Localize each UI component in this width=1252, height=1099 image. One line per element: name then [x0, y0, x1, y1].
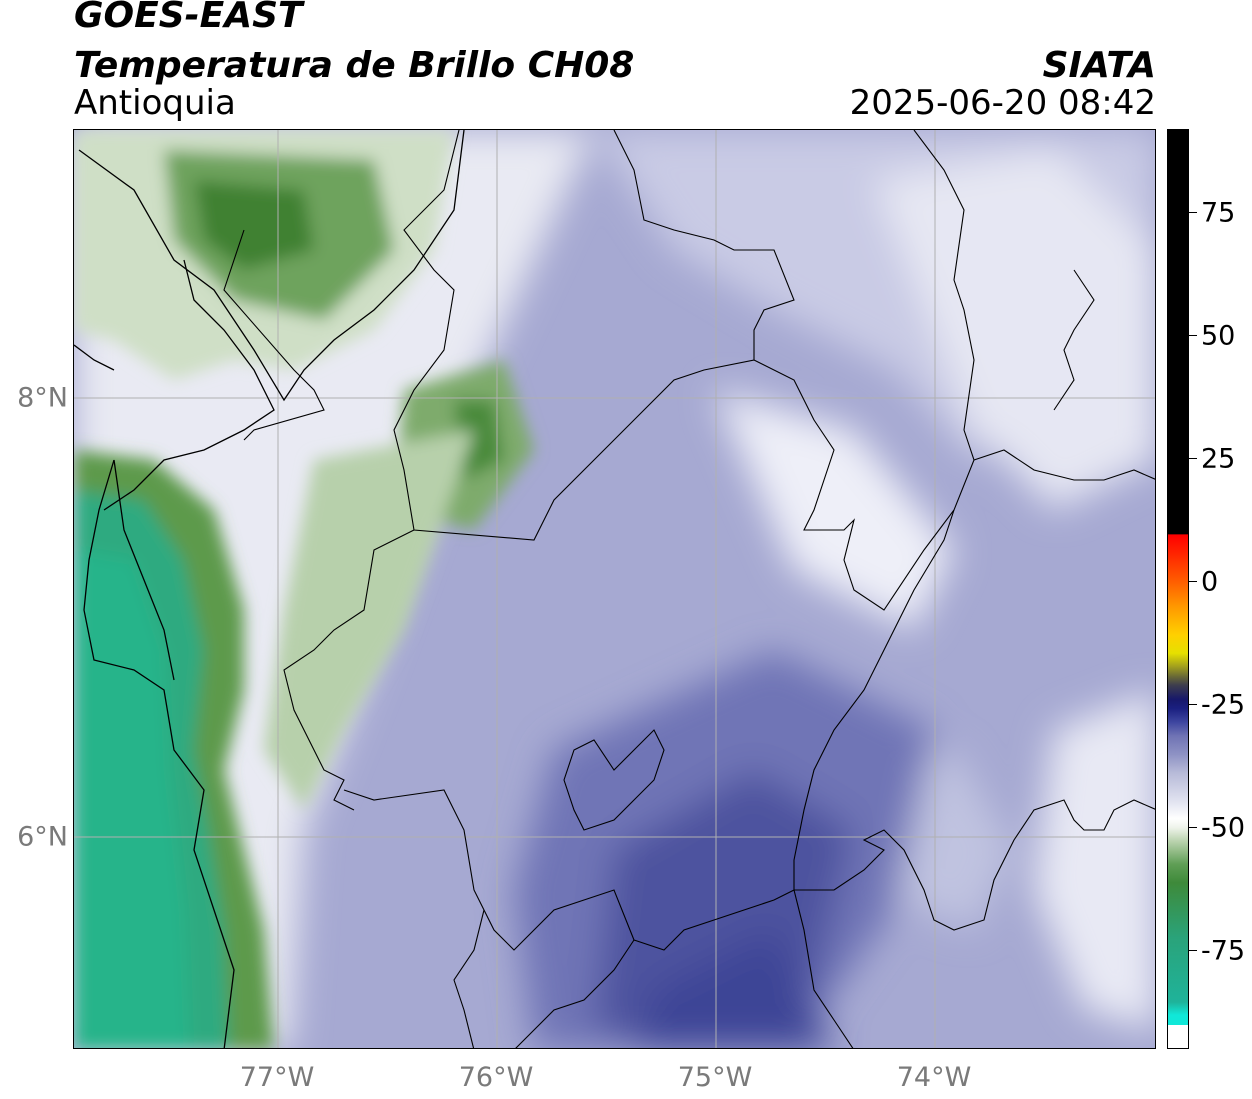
pale-patch-southeast: [1034, 690, 1155, 1030]
pale-patch-northeast: [874, 150, 1155, 510]
teal-pacific-core: [74, 550, 189, 1048]
title-satellite: GOES-EAST: [74, 0, 303, 36]
lat-label-8n: 8°N: [17, 382, 68, 414]
colorbar-tick-mark: [1189, 334, 1197, 337]
colorbar-tick-mark: [1189, 826, 1197, 829]
lon-label-76w: 76°W: [458, 1062, 534, 1093]
green-core-north: [194, 180, 314, 270]
map-panel[interactable]: [73, 129, 1156, 1049]
colorbar-tick-label: 25: [1201, 443, 1236, 475]
coastlines: [74, 130, 465, 1048]
brightness-temperature-map: [74, 130, 1155, 1048]
graticule: [74, 130, 1155, 1048]
colorbar-tick-mark: [1189, 703, 1197, 706]
colorbar-tick-label: -50: [1201, 812, 1246, 844]
lat-label-6n: 6°N: [17, 821, 68, 853]
timestamp-label: 2025-06-20 08:42: [849, 83, 1156, 123]
green-core-mid: [454, 400, 504, 480]
colorbar-tick-label: -75: [1201, 935, 1246, 967]
title-product: Temperatura de Brillo CH08: [74, 45, 635, 86]
region-label: Antioquia: [74, 83, 236, 123]
green-light-strip: [264, 430, 474, 810]
pale-patch-center: [714, 390, 954, 630]
colorbar-tick-mark: [1189, 580, 1197, 583]
colorbar-tick-label: -25: [1201, 689, 1246, 721]
lon-label-75w: 75°W: [677, 1062, 753, 1093]
cold-core-darkest: [634, 930, 833, 1048]
colorbar-tick-mark: [1189, 211, 1197, 214]
organization-label: SIATA: [1042, 45, 1156, 86]
colorbar-tick-mark: [1189, 457, 1197, 460]
colorbar-tick-mark: [1189, 949, 1197, 952]
political-borders: [223, 130, 1155, 1048]
colorbar-tick-label: 0: [1201, 566, 1219, 598]
colorbar-tick-label: 50: [1201, 320, 1236, 352]
lon-label-77w: 77°W: [239, 1062, 315, 1093]
colorbar-tick-label: 75: [1201, 197, 1236, 229]
lon-label-74w: 74°W: [896, 1062, 972, 1093]
colorbar: [1167, 129, 1189, 1049]
